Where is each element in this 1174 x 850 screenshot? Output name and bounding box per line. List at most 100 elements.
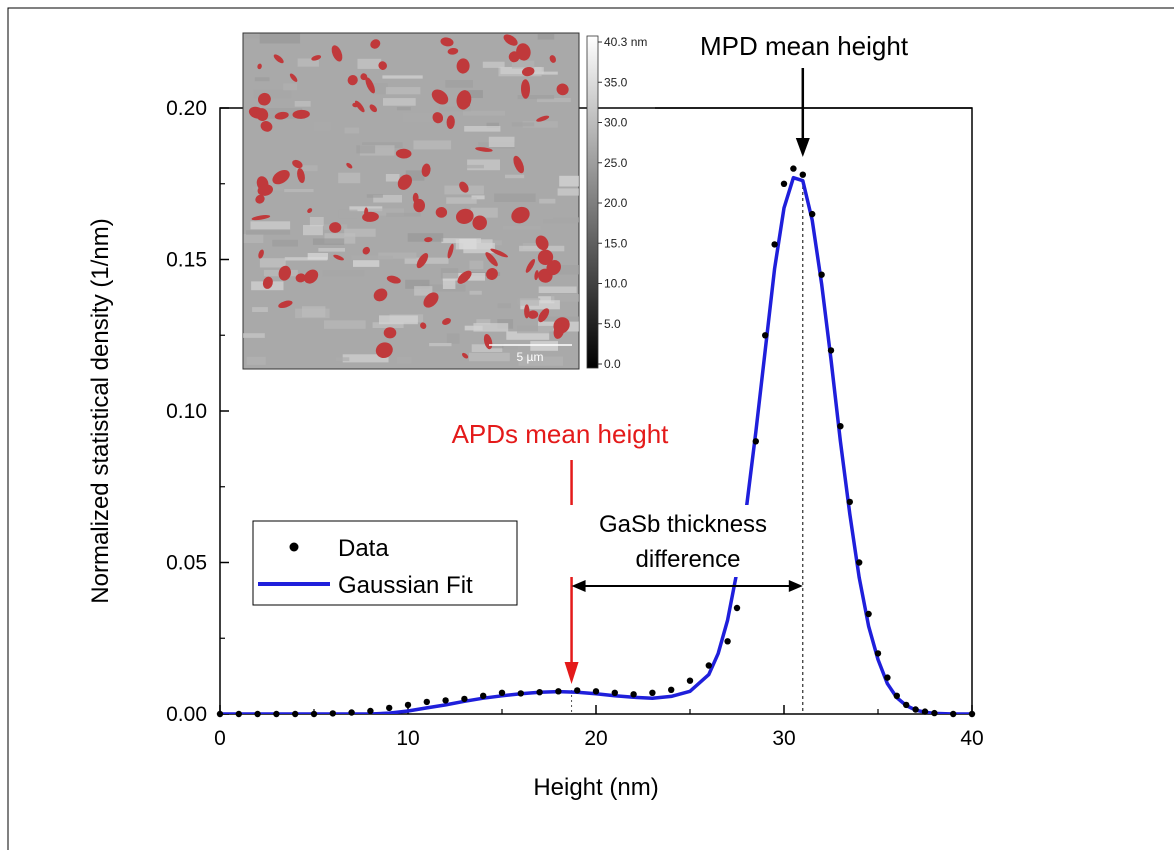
apd-region [537, 249, 554, 266]
data-point [771, 241, 778, 248]
data-point [705, 662, 712, 669]
data-point [884, 674, 891, 681]
afm-grain [253, 89, 292, 99]
apd-region [553, 322, 565, 339]
apd-region [362, 211, 379, 222]
afm-grain [537, 33, 555, 40]
colorbar [586, 35, 599, 369]
afm-grain [303, 225, 323, 236]
afm-grain [505, 174, 525, 179]
afm-grain [324, 320, 366, 329]
data-point [921, 708, 929, 715]
data-point [348, 709, 355, 716]
apd-region [549, 55, 556, 63]
afm-grain [250, 221, 291, 230]
data-point [235, 710, 242, 718]
data-point [611, 689, 618, 696]
apd-region [556, 83, 569, 96]
legend-fit-label: Gaussian Fit [338, 572, 473, 599]
apd-region [292, 109, 310, 119]
thickness-arrow-right-head [788, 580, 803, 592]
apd-region [534, 270, 539, 281]
data-point [874, 650, 882, 657]
apd-region [355, 100, 365, 113]
afm-grain [518, 356, 563, 366]
apd-region [375, 342, 393, 359]
apd-region [475, 147, 493, 152]
afm-grain [440, 268, 459, 279]
afm-grain [362, 142, 403, 148]
apd-region [278, 300, 293, 309]
colorbar-tick-label: 5.0 [604, 317, 621, 331]
afm-grain [407, 233, 444, 242]
afm-grain [482, 61, 505, 68]
afm-grain [439, 106, 471, 112]
apd-region [333, 254, 344, 261]
apd-region [472, 215, 487, 231]
data-point [790, 165, 797, 172]
data-point [517, 690, 524, 697]
fit-series [220, 175, 972, 714]
afm-grain [463, 110, 505, 116]
afm-grain [366, 208, 404, 216]
apd-region [535, 235, 549, 251]
data-point [498, 689, 506, 696]
afm-inset: 5 µm 40.3 nm 35.0 30.0 25.0 20.0 15.0 10.0 5.0 0… [242, 32, 647, 371]
y-tick-label: 0.15 [166, 249, 207, 272]
apd-region [536, 115, 550, 122]
apd-region [511, 206, 530, 224]
legend-data-label: Data [338, 535, 389, 562]
thickness-label-line2: difference [636, 546, 741, 573]
apd-region [329, 222, 342, 233]
apd-region [304, 269, 319, 284]
afm-grain [378, 252, 417, 259]
afm-grain [351, 255, 393, 260]
afm-grain [405, 279, 430, 289]
afm-grain [246, 356, 266, 365]
data-series [216, 165, 976, 718]
apd-region [383, 327, 397, 339]
data-point [386, 704, 393, 712]
afm-grain [338, 172, 361, 184]
afm-grain [383, 98, 416, 106]
apd-region [513, 155, 525, 174]
data-point [733, 604, 741, 612]
data-point [329, 710, 336, 717]
afm-grain [471, 344, 503, 352]
afm-grain [517, 95, 555, 100]
apd-region [456, 58, 470, 74]
afm-grain [336, 357, 350, 362]
apd-region [397, 174, 413, 190]
data-point [809, 210, 816, 218]
colorbar-tick-label: 0.0 [604, 357, 621, 371]
data-point [780, 180, 788, 187]
afm-grain [488, 136, 515, 147]
afm-grain [284, 189, 314, 193]
data-point [762, 332, 769, 339]
afm-grain [382, 75, 423, 79]
colorbar-tick-label: 15.0 [604, 236, 628, 250]
legend: Data Gaussian Fit [252, 520, 518, 606]
x-axis: 0 10 20 30 40 [214, 705, 984, 750]
afm-grain [559, 175, 579, 187]
data-point [893, 692, 900, 699]
afm-grain [313, 121, 331, 131]
data-point [903, 701, 910, 709]
apd-region [256, 108, 269, 122]
apd-region [459, 181, 469, 193]
x-axis-label: Height (nm) [533, 774, 658, 801]
y-tick-label: 0.05 [166, 552, 207, 575]
apd-region [289, 73, 298, 82]
colorbar-tick-label: 10.0 [604, 277, 628, 291]
mpd-annotation: MPD mean height [700, 31, 909, 61]
apd-region [424, 237, 433, 243]
afm-grain [372, 322, 404, 328]
apd-region [420, 322, 427, 329]
afm-grain [353, 260, 380, 267]
apd-region [257, 92, 271, 106]
apd-region [546, 260, 561, 276]
afm-grain [294, 101, 311, 107]
afm-grain [550, 265, 579, 275]
apd-region [516, 43, 531, 61]
x-tick-label: 10 [396, 727, 419, 750]
